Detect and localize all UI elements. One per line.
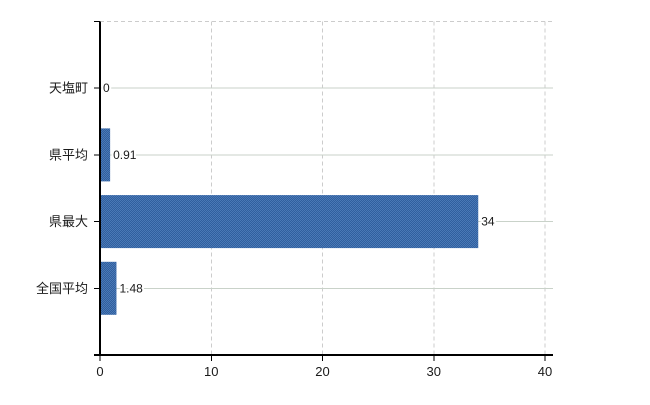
x-tick-label: 30 <box>427 364 441 379</box>
bar <box>100 195 479 249</box>
category-label: 県最大 <box>49 214 88 229</box>
value-label: 0 <box>103 81 110 95</box>
category-label: 天塩町 <box>49 81 88 96</box>
category-label: 全国平均 <box>36 281 88 296</box>
x-tick-label: 40 <box>538 364 552 379</box>
x-tick-label: 20 <box>315 364 329 379</box>
category-label: 県平均 <box>49 147 88 162</box>
x-tick-label: 10 <box>204 364 218 379</box>
value-label: 0.91 <box>113 148 137 162</box>
value-label: 34 <box>481 215 495 229</box>
bar <box>100 128 111 182</box>
value-label: 1.48 <box>119 281 143 295</box>
bar <box>100 261 117 315</box>
x-tick-label: 0 <box>96 364 103 379</box>
